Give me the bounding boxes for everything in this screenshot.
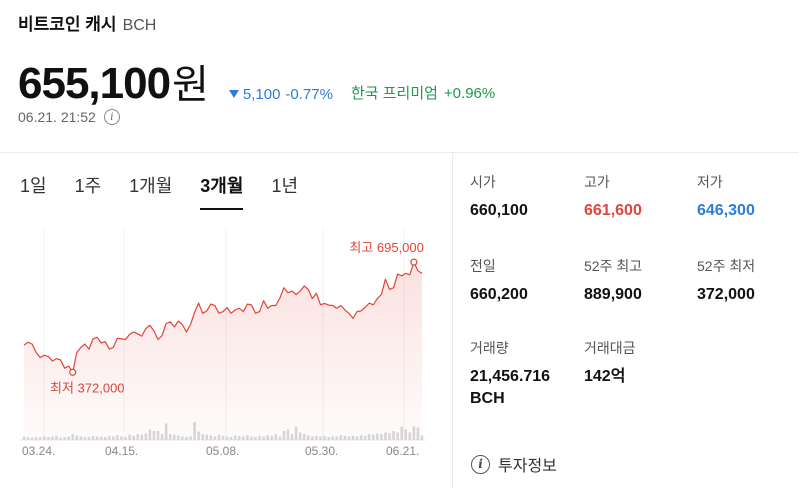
change-amount: 5,100 (242, 85, 281, 103)
korea-premium: 한국 프리미엄 +0.96% (351, 82, 495, 103)
header: 비트코인 캐시 BCH (18, 10, 156, 35)
coin-symbol: BCH (122, 17, 157, 34)
stat-trade-value: 거래대금 142억 (584, 338, 694, 388)
stat-value: 21,456.716 BCH (470, 368, 551, 407)
x-tick-label: 05.30. (305, 444, 339, 458)
price-chart: 최고 695,000 최저 372,000 (0, 228, 440, 460)
premium-label: 한국 프리미엄 (350, 85, 438, 102)
stat-label: 시가 (470, 174, 496, 190)
stat-label: 거래량 (470, 340, 509, 356)
divider-vertical (452, 152, 453, 488)
info-icon[interactable]: i (103, 109, 120, 125)
info-circle-icon: i (471, 454, 490, 474)
stat-label: 52주 최고 (584, 258, 643, 274)
stat-volume: 거래량 21,456.716 BCH (470, 338, 570, 410)
stat-label: 거래대금 (584, 340, 636, 356)
current-price: 655,100 (18, 59, 171, 108)
stat-value: 372,000 (697, 286, 755, 303)
triangle-down-icon (228, 90, 239, 98)
tab-1y[interactable]: 1년 (271, 176, 299, 196)
stat-value: 142억 (584, 368, 626, 385)
tab-1d[interactable]: 1일 (20, 176, 47, 196)
stat-prev-close: 전일 660,200 (470, 256, 580, 306)
x-axis-labels: 03.24. 04.15. 05.08. 05.30. 06.21. (0, 444, 440, 460)
premium-percent: +0.96% (443, 85, 496, 102)
stat-52w-low: 52주 최저 372,000 (697, 256, 799, 306)
stat-value: 646,300 (697, 202, 755, 219)
tab-1w[interactable]: 1주 (74, 176, 102, 196)
change-percent: -0.77% (285, 85, 333, 103)
x-tick-label: 04.15. (105, 444, 139, 458)
stat-value: 889,900 (584, 286, 642, 303)
chart-high-label: 최고 695,000 (349, 240, 424, 255)
invest-info-link[interactable]: i 투자정보 (471, 452, 557, 476)
price-row: 655,100 원 5,100 -0.77% 한국 프리미엄 +0.96% (18, 52, 495, 110)
price-change: 5,100 -0.77% (228, 85, 333, 103)
tab-3m[interactable]: 3개월 (200, 172, 244, 210)
stat-high: 고가 661,600 (584, 172, 694, 222)
stat-label: 전일 (470, 258, 496, 274)
chart-low-marker (69, 368, 77, 376)
price-area (24, 262, 422, 440)
stat-label: 저가 (697, 174, 723, 190)
stat-label: 고가 (584, 174, 610, 190)
stat-52w-high: 52주 최고 889,900 (584, 256, 694, 306)
invest-info-label: 투자정보 (498, 458, 557, 475)
timestamp-text: 06.21. 21:52 (18, 109, 96, 125)
chart-high-marker (410, 258, 418, 266)
stat-open: 시가 660,100 (470, 172, 580, 222)
stat-value: 661,600 (584, 202, 642, 219)
stat-value: 660,200 (470, 286, 528, 303)
timestamp: 06.21. 21:52 i (18, 109, 120, 125)
stat-value: 660,100 (470, 202, 528, 219)
divider-horizontal (0, 152, 799, 153)
stat-label: 52주 최저 (697, 258, 756, 274)
chart-low-label: 최저 372,000 (50, 380, 125, 395)
price-unit: 원 (172, 63, 209, 107)
price-line (23, 261, 423, 373)
tab-1m[interactable]: 1개월 (129, 176, 173, 196)
stat-low: 저가 646,300 (697, 172, 799, 222)
coin-title: 비트코인 캐시 (18, 15, 117, 34)
price-chart-svg: 최고 695,000 최저 372,000 (20, 228, 426, 441)
x-tick-label: 03.24. (22, 444, 56, 458)
x-tick-label: 06.21. (386, 444, 420, 458)
period-tabs: 1일 1주 1개월 3개월 1년 (20, 172, 326, 210)
x-tick-label: 05.08. (206, 444, 240, 458)
